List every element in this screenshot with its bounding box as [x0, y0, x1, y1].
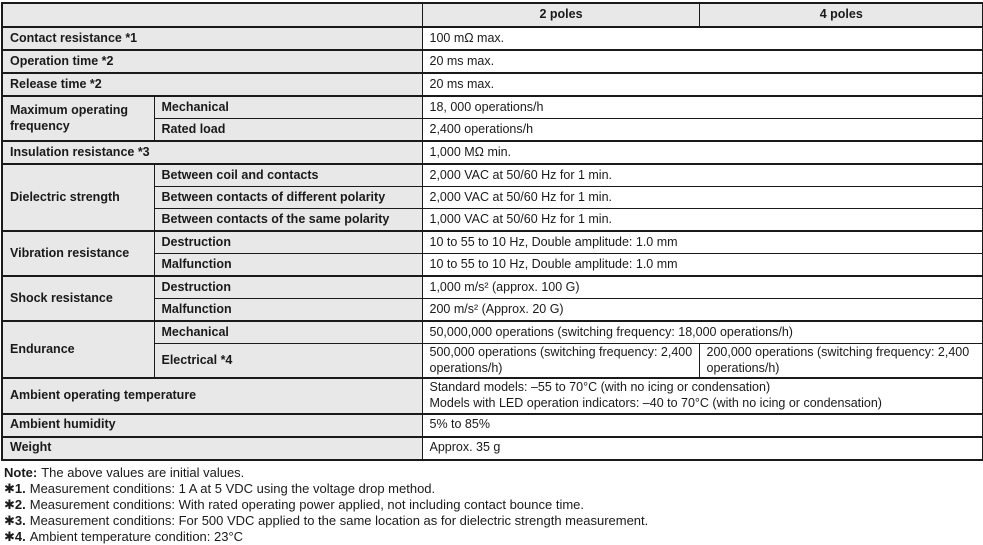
- max-frequency-rated-load-label: Rated load: [153, 118, 423, 142]
- footnote-4: ✱4. Ambient temperature condition: 23°C: [4, 529, 982, 545]
- endurance-electrical-label: Electrical *4: [153, 343, 423, 379]
- release-time-value: 20 ms max.: [421, 72, 983, 97]
- header-corner-cell: [1, 2, 423, 28]
- dielectric-different-polarity-value: 2,000 VAC at 50/60 Hz for 1 min.: [421, 186, 983, 209]
- vibration-malfunction-label: Malfunction: [153, 253, 423, 277]
- spec-table: 2 poles 4 poles Contact resistance *1 10…: [1, 2, 983, 461]
- footnote-1-text: Measurement conditions: 1 A at 5 VDC usi…: [29, 480, 436, 496]
- note-general-text: The above values are initial values.: [41, 464, 245, 480]
- ambient-temperature-label: Ambient operating temperature: [1, 377, 423, 415]
- row-dielectric-different-polarity: Between contacts of different polarity 2…: [2, 186, 983, 209]
- row-ambient-operating-temperature: Ambient operating temperature Standard m…: [1, 377, 983, 415]
- endurance-label: Endurance: [1, 319, 155, 379]
- row-insulation-resistance: Insulation resistance *3 1,000 MΩ min.: [1, 140, 983, 165]
- vibration-destruction-label: Destruction: [153, 230, 423, 254]
- endurance-mechanical-label: Mechanical: [153, 320, 423, 344]
- row-dielectric-coil-contacts: Dielectric strength Between coil and con…: [1, 163, 983, 232]
- footnote-2-text: Measurement conditions: With rated opera…: [29, 496, 584, 512]
- note-general-prefix: Note:: [4, 464, 38, 480]
- dielectric-different-polarity-label: Between contacts of different polarity: [153, 186, 423, 209]
- insulation-resistance-label: Insulation resistance *3: [1, 140, 423, 165]
- header-row: 2 poles 4 poles: [1, 2, 983, 28]
- endurance-mechanical-value: 50,000,000 operations (switching frequen…: [421, 320, 983, 344]
- vibration-destruction-value: 10 to 55 to 10 Hz, Double amplitude: 1.0…: [421, 230, 983, 254]
- endurance-electrical-2poles-value: 500,000 operations (switching frequency:…: [421, 343, 700, 379]
- vibration-resistance-label: Vibration resistance: [1, 230, 155, 277]
- row-vibration-destruction: Vibration resistance Destruction 10 to 5…: [1, 230, 983, 277]
- footnote-1-prefix: ✱1.: [4, 480, 26, 496]
- shock-resistance-label: Shock resistance: [1, 275, 155, 322]
- shock-malfunction-label: Malfunction: [153, 298, 423, 322]
- max-frequency-mechanical-value: 18, 000 operations/h: [421, 95, 983, 119]
- footnote-4-text: Ambient temperature condition: 23°C: [29, 528, 244, 544]
- row-weight: Weight Approx. 35 g: [1, 435, 983, 460]
- contact-resistance-label: Contact resistance *1: [1, 26, 423, 51]
- row-max-operating-frequency-rated-load: Rated load 2,400 operations/h: [2, 118, 983, 142]
- ambient-temperature-standard: Standard models: –55 to 70°C (with no ic…: [429, 380, 771, 395]
- max-operating-frequency-label: Maximum operating frequency: [1, 95, 155, 142]
- release-time-label: Release time *2: [1, 72, 423, 97]
- row-ambient-humidity: Ambient humidity 5% to 85%: [1, 412, 983, 437]
- ambient-humidity-label: Ambient humidity: [1, 412, 423, 437]
- ambient-temperature-value: Standard models: –55 to 70°C (with no ic…: [421, 377, 983, 415]
- header-4-poles: 4 poles: [698, 2, 983, 28]
- row-release-time: Release time *2 20 ms max.: [1, 72, 983, 97]
- row-operation-time: Operation time *2 20 ms max.: [1, 49, 983, 74]
- ambient-temperature-led: Models with LED operation indicators: –4…: [429, 395, 882, 410]
- footnote-2: ✱2. Measurement conditions: With rated op…: [4, 497, 982, 513]
- footnote-3-text: Measurement conditions: For 500 VDC appl…: [29, 512, 649, 528]
- row-max-operating-frequency-mechanical: Maximum operating frequency Mechanical 1…: [1, 95, 983, 142]
- header-2-poles: 2 poles: [421, 2, 700, 28]
- note-general: Note: The above values are initial values…: [4, 465, 982, 481]
- footnotes: Note: The above values are initial values…: [1, 465, 982, 545]
- footnote-3: ✱3. Measurement conditions: For 500 VDC a…: [4, 513, 982, 529]
- footnote-3-prefix: ✱3.: [4, 512, 26, 528]
- max-frequency-rated-load-value: 2,400 operations/h: [421, 118, 983, 142]
- insulation-resistance-value: 1,000 MΩ min.: [421, 140, 983, 165]
- dielectric-same-polarity-value: 1,000 VAC at 50/60 Hz for 1 min.: [421, 208, 983, 232]
- dielectric-strength-label: Dielectric strength: [1, 163, 155, 232]
- row-endurance-mechanical: Endurance Mechanical 50,000,000 operatio…: [1, 319, 983, 379]
- footnote-1: ✱1. Measurement conditions: 1 A at 5 VDC …: [4, 481, 982, 497]
- operation-time-value: 20 ms max.: [421, 49, 983, 74]
- row-dielectric-same-polarity: Between contacts of the same polarity 1,…: [2, 208, 983, 232]
- contact-resistance-value: 100 mΩ max.: [421, 26, 983, 51]
- dielectric-coil-contacts-value: 2,000 VAC at 50/60 Hz for 1 min.: [421, 163, 983, 187]
- dielectric-coil-contacts-label: Between coil and contacts: [153, 163, 423, 187]
- weight-value: Approx. 35 g: [421, 435, 983, 460]
- row-shock-malfunction: Malfunction 200 m/s² (Approx. 20 G): [2, 298, 983, 322]
- dielectric-same-polarity-label: Between contacts of the same polarity: [153, 208, 423, 232]
- max-frequency-mechanical-label: Mechanical: [153, 95, 423, 119]
- row-contact-resistance: Contact resistance *1 100 mΩ max.: [1, 26, 983, 51]
- vibration-malfunction-value: 10 to 55 to 10 Hz, Double amplitude: 1.0…: [421, 253, 983, 277]
- shock-destruction-label: Destruction: [153, 275, 423, 299]
- footnote-4-prefix: ✱4.: [4, 528, 26, 544]
- weight-label: Weight: [1, 435, 423, 460]
- row-endurance-electrical: Electrical *4 500,000 operations (switch…: [2, 343, 983, 379]
- operation-time-label: Operation time *2: [1, 49, 423, 74]
- shock-destruction-value: 1,000 m/s² (approx. 100 G): [421, 275, 983, 299]
- footnote-2-prefix: ✱2.: [4, 496, 26, 512]
- row-shock-destruction: Shock resistance Destruction 1,000 m/s² …: [1, 275, 983, 322]
- ambient-humidity-value: 5% to 85%: [421, 412, 983, 437]
- endurance-electrical-4poles-value: 200,000 operations (switching frequency:…: [698, 343, 983, 379]
- shock-malfunction-value: 200 m/s² (Approx. 20 G): [421, 298, 983, 322]
